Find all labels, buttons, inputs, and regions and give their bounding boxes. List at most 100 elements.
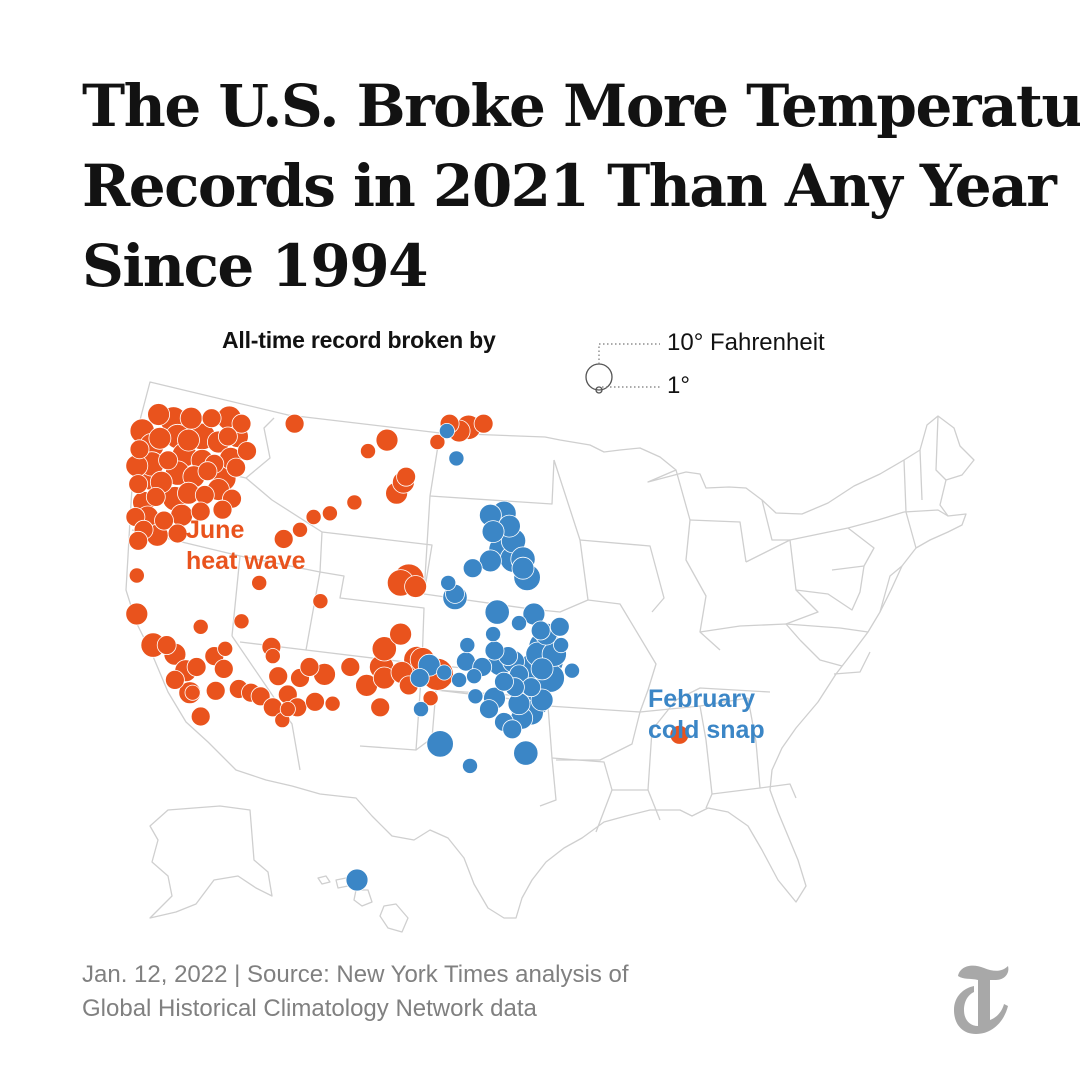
cold-record-bubble: [438, 422, 455, 439]
legend-small-label: 1°: [667, 372, 690, 399]
legend-title: All-time record broken by: [222, 327, 496, 353]
cold-record-bubble: [462, 558, 483, 579]
headline-line-3: Since 1994: [82, 232, 428, 300]
cold-record-bubble: [440, 574, 457, 591]
heat-record-bubble: [190, 706, 211, 727]
cold-record-bubble: [510, 615, 527, 632]
heat-record-bubble: [154, 510, 174, 531]
heat-record-bubble: [473, 413, 494, 434]
cold-snap-annotation-line-1: February: [648, 685, 755, 713]
cold-record-bubble: [478, 549, 502, 573]
cold-record-bubble: [479, 699, 499, 719]
cold-record-bubble: [409, 668, 430, 688]
heat-record-bubble: [273, 529, 294, 549]
heat-record-bubble: [299, 657, 320, 677]
heat-record-bubble: [213, 659, 234, 679]
cold-record-bubble: [553, 637, 570, 654]
headline-line-1: The U.S. Broke More Temperature: [82, 72, 1080, 140]
heat-record-bubble: [279, 701, 296, 718]
alaska-outline: [149, 805, 273, 919]
heat-record-bubble: [190, 501, 211, 522]
cold-record-bubble: [530, 620, 551, 641]
heat-record-bubble: [237, 441, 257, 462]
cold-record-bubble: [459, 637, 476, 654]
heat-record-bubble: [167, 523, 188, 544]
heat-record-bubble: [324, 695, 341, 712]
heat-record-bubble: [186, 657, 207, 677]
heat-record-bubble: [359, 443, 376, 460]
footer-credit: Jan. 12, 2022 | Source: New York Times a…: [82, 958, 629, 1026]
cold-snap-annotation: February cold snap: [648, 684, 765, 746]
heat-record-bubble: [340, 657, 361, 677]
heat-record-bubble: [194, 485, 215, 505]
nyt-t-logo-icon: [954, 965, 1009, 1034]
heat-record-bubble: [145, 486, 166, 507]
heat-record-bubble: [212, 499, 233, 520]
heat-record-bubble: [217, 640, 234, 657]
heat-record-bubble: [129, 439, 150, 460]
heat-record-bubble: [264, 648, 281, 665]
cold-record-bubble: [412, 701, 429, 718]
legend-large-leader: [598, 343, 660, 364]
headline: The U.S. Broke More Temperature Records …: [82, 66, 1080, 306]
legend-key: [585, 343, 660, 394]
heat-record-bubble: [197, 461, 218, 482]
heat-record-bubble: [268, 666, 289, 687]
heat-record-bubble: [184, 684, 201, 701]
cold-record-bubble: [484, 640, 505, 661]
heat-record-bubble: [128, 474, 149, 495]
cold-record-bubble: [530, 657, 554, 681]
heat-wave-annotation-line-1: June: [186, 516, 245, 544]
cold-record-bubble: [513, 740, 539, 766]
heat-record-bubble: [389, 622, 413, 646]
heat-record-bubbles: [125, 403, 690, 745]
legend-large-circle: [585, 363, 613, 391]
heat-record-bubble: [226, 457, 247, 478]
hawaii-outline: [317, 875, 409, 933]
cold-record-bubble: [502, 719, 523, 740]
heat-record-bubble: [158, 450, 179, 471]
heat-record-bubble: [305, 691, 325, 712]
heat-record-bubble: [321, 505, 338, 522]
cold-record-bubble: [564, 662, 581, 679]
heat-record-bubble: [233, 613, 250, 630]
heat-record-bubble: [177, 428, 200, 452]
heat-record-bubble: [429, 433, 446, 450]
legend-small-circle: [595, 386, 603, 394]
footer-line-2: Global Historical Climatology Network da…: [82, 995, 537, 1022]
heat-record-bubble: [422, 690, 439, 707]
legend-large-label: 10° Fahrenheit: [667, 329, 825, 356]
cold-record-bubble: [466, 668, 483, 685]
cold-record-bubble: [484, 599, 510, 625]
heat-record-bubble: [251, 574, 268, 591]
heat-record-bubble: [396, 466, 417, 487]
heat-record-bubble: [346, 494, 363, 511]
heat-record-bubble: [128, 530, 149, 551]
heat-record-bubble: [205, 680, 226, 701]
heat-record-bubble: [148, 426, 172, 450]
heat-record-bubble: [375, 428, 399, 452]
cold-record-bubble: [485, 626, 502, 643]
heat-record-bubble: [128, 567, 145, 584]
heat-record-bubble: [164, 670, 185, 690]
cold-record-bubble: [426, 730, 454, 758]
cold-record-bubbles: [345, 422, 581, 892]
cold-record-bubble: [448, 450, 465, 467]
cold-record-bubble: [467, 688, 484, 705]
heat-record-bubble: [669, 724, 690, 745]
heat-wave-annotation-line-2: heat wave: [186, 547, 306, 575]
cold-record-bubble: [481, 520, 505, 543]
cold-record-bubble: [494, 671, 514, 692]
heat-record-bubble: [371, 636, 397, 662]
heat-record-bubble: [201, 408, 222, 429]
heat-record-bubble: [125, 602, 149, 626]
cold-record-bubble: [461, 757, 478, 774]
heat-wave-annotation: June heat wave: [186, 515, 306, 577]
heat-record-bubble: [284, 413, 305, 434]
heat-record-bubble: [192, 618, 209, 635]
heat-record-bubble: [312, 593, 329, 610]
heat-record-bubble: [305, 508, 322, 525]
heat-record-bubble: [217, 426, 238, 447]
